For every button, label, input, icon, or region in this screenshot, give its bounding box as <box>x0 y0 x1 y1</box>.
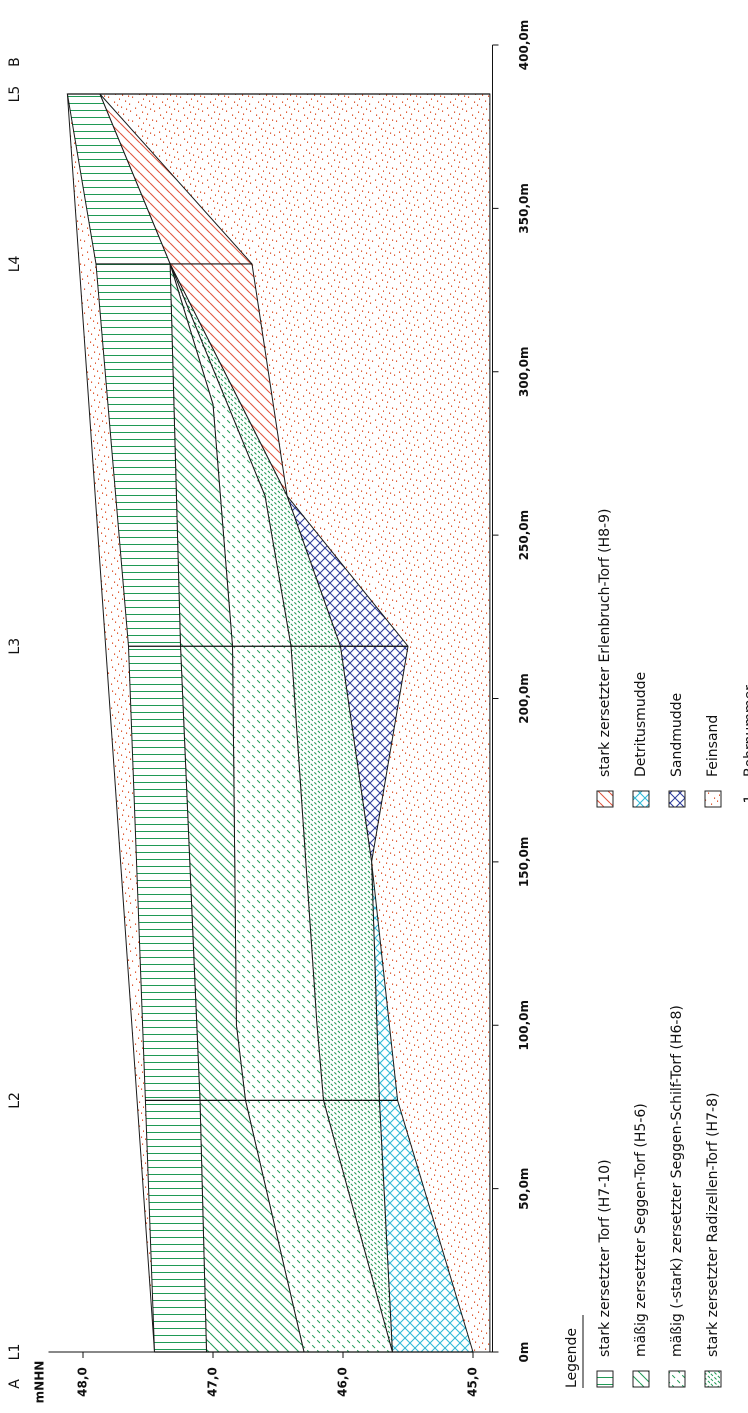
legend-swatch <box>596 790 614 808</box>
profile-end: B <box>7 57 23 67</box>
x-tick-label: 50,0m <box>517 1168 531 1210</box>
legend-label: Feinsand <box>705 715 721 777</box>
legend-label: Bohrnummer <box>742 685 748 777</box>
borehole-label: L4 <box>7 255 23 272</box>
legend-label: Sandmudde <box>669 693 685 777</box>
legend-swatch <box>632 1370 650 1388</box>
x-tick-label: 100,0m <box>517 1000 531 1050</box>
x-tick-label: 150,0m <box>517 837 531 887</box>
rotated-chart: 45,0 46,0 47,0 48,0 mNHN 0m 50,0m 100,0m 150,0m 2… <box>7 20 748 1404</box>
legend-title: Legende <box>564 1328 580 1388</box>
legend-label: stark zersetzter Erlenbruch-Torf (H8-9) <box>597 509 613 777</box>
x-tick-label: 300,0m <box>517 347 531 397</box>
y-axis-label: mNHN <box>33 1361 47 1404</box>
y-tick-label: 48,0 <box>76 1367 90 1397</box>
borehole-label: L1 <box>7 1344 23 1361</box>
legend-swatch <box>668 1370 686 1388</box>
x-tick-label: 0m <box>517 1342 531 1363</box>
borehole-label: L5 <box>7 86 23 103</box>
legend-swatch <box>668 790 686 808</box>
x-tick-label: 200,0m <box>517 673 531 723</box>
legend-label: Detritusmudde <box>633 672 649 777</box>
legend-symbol: 1 <box>742 795 748 804</box>
legend-swatch <box>596 1370 614 1388</box>
x-tick-label: 250,0m <box>517 510 531 560</box>
legend-swatch <box>632 790 650 808</box>
legend-swatch <box>704 1370 722 1388</box>
x-tick-label: 400,0m <box>517 20 531 70</box>
y-tick-label: 47,0 <box>206 1367 220 1397</box>
legend-swatch <box>704 790 722 808</box>
profile-start: A <box>7 1379 23 1389</box>
legend-label: stark zersetzter Radizellen-Torf (H7-8) <box>705 1093 721 1357</box>
borehole-label: L3 <box>7 638 23 655</box>
y-tick-label: 45,0 <box>466 1367 480 1397</box>
x-tick-label: 350,0m <box>517 183 531 233</box>
legend-label: mäßig zersetzter Seggen-Torf (H5-6) <box>633 1103 649 1357</box>
y-tick-label: 46,0 <box>336 1367 350 1397</box>
borehole-label: L2 <box>7 1092 23 1109</box>
legend-label: stark zersetzter Torf (H7-10) <box>597 1159 613 1357</box>
legend-label: mäßig (-stark) zersetzter Seggen-Schilf-… <box>669 1005 685 1357</box>
